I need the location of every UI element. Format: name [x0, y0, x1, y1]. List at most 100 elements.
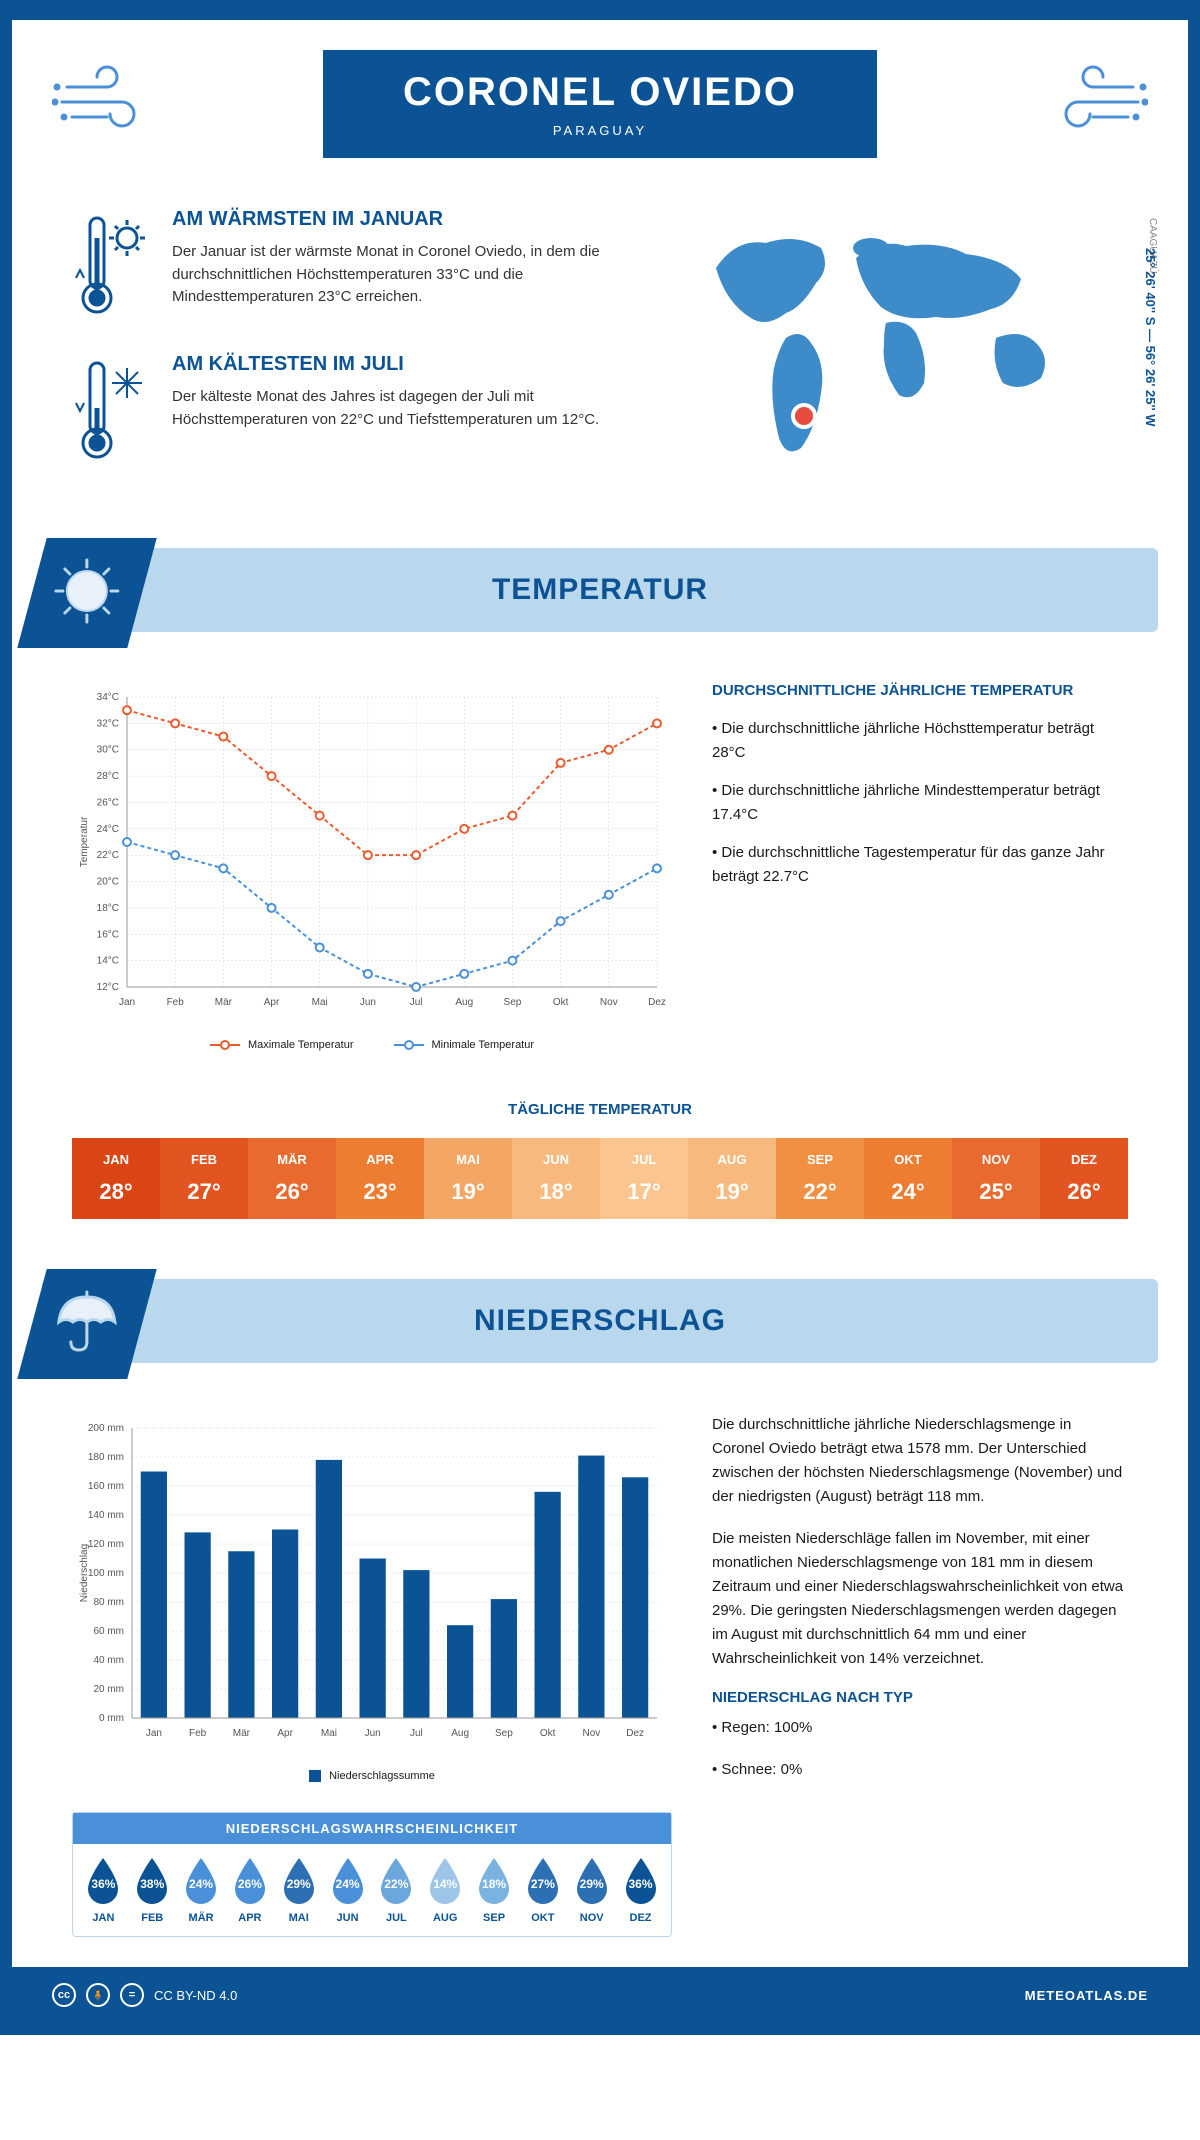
- svg-text:100 mm: 100 mm: [88, 1568, 124, 1579]
- by-icon: 🧍: [86, 1983, 110, 2007]
- header: CORONEL OVIEDO PARAGUAY: [12, 20, 1188, 178]
- temp-cell: SEP22°: [776, 1138, 864, 1219]
- raindrop-icon: 27%: [523, 1856, 563, 1906]
- intro-right: CAAGUAZÚ 25° 26' 40'' S — 56° 26' 25'' W: [644, 208, 1128, 498]
- legend-min: Minimale Temperatur: [394, 1039, 535, 1051]
- coordinates: 25° 26' 40'' S — 56° 26' 25'' W: [1143, 248, 1158, 427]
- precipitation-chart: 0 mm20 mm40 mm60 mm80 mm100 mm120 mm140 …: [72, 1413, 672, 1937]
- daily-temp-heading: TÄGLICHE TEMPERATUR: [72, 1101, 1128, 1118]
- raindrop-icon: 38%: [132, 1856, 172, 1906]
- page-container: CORONEL OVIEDO PARAGUAY AM WÄRMSTEN IM J…: [0, 0, 1200, 2035]
- warmest-block: AM WÄRMSTEN IM JANUAR Der Januar ist der…: [72, 208, 604, 323]
- svg-text:120 mm: 120 mm: [88, 1539, 124, 1550]
- temp-bullet-2: • Die durchschnittliche jährliche Mindes…: [712, 779, 1128, 827]
- precip-p2: Die meisten Niederschläge fallen im Nove…: [712, 1527, 1128, 1671]
- country-subtitle: PARAGUAY: [403, 123, 797, 138]
- raindrop-icon: 29%: [572, 1856, 612, 1906]
- svg-text:Mär: Mär: [233, 1728, 251, 1739]
- wind-icon-right: [1038, 62, 1148, 147]
- svg-text:60 mm: 60 mm: [93, 1626, 124, 1637]
- precip-prob-row: 36% JAN 38% FEB 24% MÄR 26% APR: [73, 1844, 671, 1936]
- thermometer-cold-icon: [72, 353, 152, 468]
- svg-text:Okt: Okt: [540, 1728, 556, 1739]
- svg-text:Feb: Feb: [189, 1728, 207, 1739]
- svg-text:12°C: 12°C: [97, 982, 119, 993]
- svg-text:Aug: Aug: [451, 1728, 469, 1739]
- svg-text:Okt: Okt: [553, 997, 569, 1008]
- raindrop-icon: 36%: [621, 1856, 661, 1906]
- svg-text:Mai: Mai: [321, 1728, 337, 1739]
- temp-cell: JUN18°: [512, 1138, 600, 1219]
- svg-text:180 mm: 180 mm: [88, 1452, 124, 1463]
- temp-cell: APR23°: [336, 1138, 424, 1219]
- precipitation-title: NIEDERSCHLAG: [474, 1304, 726, 1338]
- title-banner: CORONEL OVIEDO PARAGUAY: [323, 50, 877, 158]
- svg-text:80 mm: 80 mm: [93, 1597, 124, 1608]
- raindrop-icon: 18%: [474, 1856, 514, 1906]
- raindrop-icon: 24%: [328, 1856, 368, 1906]
- temp-bullet-3: • Die durchschnittliche Tagestemperatur …: [712, 841, 1128, 889]
- raindrop-icon: 22%: [376, 1856, 416, 1906]
- daily-temp-section: TÄGLICHE TEMPERATUR JAN28°FEB27°MÄR26°AP…: [12, 1081, 1188, 1259]
- temperature-header: TEMPERATUR: [42, 548, 1158, 632]
- umbrella-icon: [17, 1269, 156, 1379]
- svg-text:Mai: Mai: [312, 997, 328, 1008]
- raindrop-icon: 29%: [279, 1856, 319, 1906]
- svg-text:22°C: 22°C: [97, 850, 119, 861]
- svg-text:Jun: Jun: [360, 997, 376, 1008]
- intro-left: AM WÄRMSTEN IM JANUAR Der Januar ist der…: [72, 208, 604, 498]
- site-name: METEOATLAS.DE: [1025, 1988, 1148, 2003]
- prob-cell: 14% AUG: [423, 1856, 468, 1924]
- svg-text:140 mm: 140 mm: [88, 1510, 124, 1521]
- precip-summary: Die durchschnittliche jährliche Niedersc…: [712, 1413, 1128, 1937]
- legend-precip: Niederschlagssumme: [309, 1770, 435, 1782]
- world-map: [644, 208, 1128, 473]
- prob-cell: 38% FEB: [130, 1856, 175, 1924]
- svg-text:40 mm: 40 mm: [93, 1655, 124, 1666]
- warmest-text: AM WÄRMSTEN IM JANUAR Der Januar ist der…: [172, 208, 604, 323]
- prob-cell: 27% OKT: [520, 1856, 565, 1924]
- coldest-block: AM KÄLTESTEN IM JULI Der kälteste Monat …: [72, 353, 604, 468]
- footer: cc 🧍 = CC BY-ND 4.0 METEOATLAS.DE: [12, 1967, 1188, 2023]
- svg-text:Feb: Feb: [167, 997, 185, 1008]
- svg-text:Dez: Dez: [648, 997, 666, 1008]
- svg-text:160 mm: 160 mm: [88, 1481, 124, 1492]
- temp-cell: MÄR26°: [248, 1138, 336, 1219]
- svg-text:Jul: Jul: [410, 1728, 423, 1739]
- svg-text:24°C: 24°C: [97, 824, 119, 835]
- svg-text:20°C: 20°C: [97, 877, 119, 888]
- svg-text:Mär: Mär: [215, 997, 233, 1008]
- prob-cell: 22% JUL: [374, 1856, 419, 1924]
- warmest-title: AM WÄRMSTEN IM JANUAR: [172, 208, 604, 231]
- precip-type-heading: NIEDERSCHLAG NACH TYP: [712, 1689, 1128, 1706]
- prob-cell: 26% APR: [227, 1856, 272, 1924]
- cc-icon: cc: [52, 1983, 76, 2007]
- temp-cell: MAI19°: [424, 1138, 512, 1219]
- svg-text:Apr: Apr: [264, 997, 280, 1008]
- prob-cell: 36% DEZ: [618, 1856, 663, 1924]
- svg-text:Dez: Dez: [626, 1728, 644, 1739]
- temp-bullet-1: • Die durchschnittliche jährliche Höchst…: [712, 717, 1128, 765]
- precip-type2: • Schnee: 0%: [712, 1758, 1128, 1782]
- svg-text:Temperatur: Temperatur: [79, 816, 90, 867]
- svg-text:16°C: 16°C: [97, 929, 119, 940]
- svg-text:Jul: Jul: [410, 997, 423, 1008]
- daily-temp-table: JAN28°FEB27°MÄR26°APR23°MAI19°JUN18°JUL1…: [72, 1138, 1128, 1219]
- intro-section: AM WÄRMSTEN IM JANUAR Der Januar ist der…: [12, 178, 1188, 528]
- temp-legend: Maximale Temperatur Minimale Temperatur: [72, 1039, 672, 1051]
- precip-type1: • Regen: 100%: [712, 1716, 1128, 1740]
- temperature-section: 12°C14°C16°C18°C20°C22°C24°C26°C28°C30°C…: [12, 652, 1188, 1081]
- temp-cell: JUL17°: [600, 1138, 688, 1219]
- svg-text:26°C: 26°C: [97, 797, 119, 808]
- precip-probability-box: NIEDERSCHLAGSWAHRSCHEINLICHKEIT 36% JAN …: [72, 1812, 672, 1937]
- svg-text:Sep: Sep: [504, 997, 522, 1008]
- temperature-title: TEMPERATUR: [492, 573, 708, 607]
- raindrop-icon: 14%: [425, 1856, 465, 1906]
- svg-text:Sep: Sep: [495, 1728, 513, 1739]
- svg-text:18°C: 18°C: [97, 903, 119, 914]
- temp-cell: DEZ26°: [1040, 1138, 1128, 1219]
- svg-text:0 mm: 0 mm: [99, 1713, 124, 1724]
- license-text: CC BY-ND 4.0: [154, 1988, 237, 2003]
- svg-text:32°C: 32°C: [97, 718, 119, 729]
- temp-cell: JAN28°: [72, 1138, 160, 1219]
